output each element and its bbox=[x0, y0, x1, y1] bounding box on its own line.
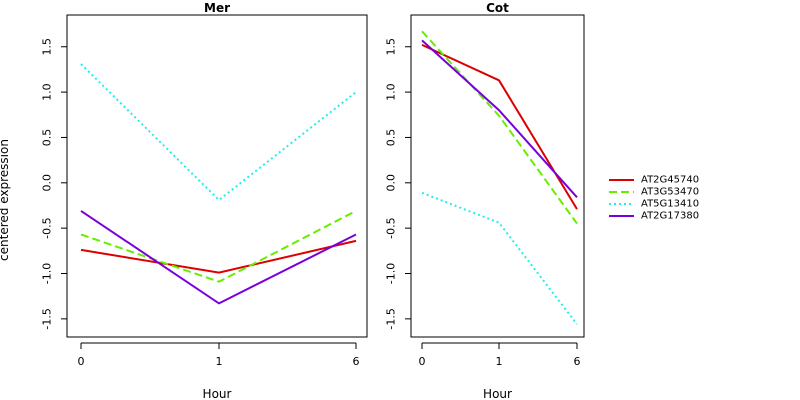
series-line-at2g17380 bbox=[421, 39, 578, 198]
panels: Mer -1.5 -1.0 -0.5 0.0 0.5 1.0 1.5 0 1 6 Hour Cot -1.… bbox=[41, 1, 585, 400]
series-line-at3g53470 bbox=[80, 210, 357, 283]
legend-item: AT2G45740 bbox=[609, 175, 699, 186]
series-line-at2g45740 bbox=[421, 43, 578, 210]
x-axis: 0 1 6 bbox=[78, 342, 360, 368]
x-tick-label: 0 bbox=[78, 355, 85, 368]
y-tick-label: -0.5 bbox=[41, 217, 54, 238]
y-tick-label: 0.5 bbox=[41, 129, 54, 147]
x-axis-label: Hour bbox=[483, 387, 512, 400]
x-tick-label: 6 bbox=[574, 355, 581, 368]
x-tick-label: 1 bbox=[216, 355, 223, 368]
legend-item: AT5G13410 bbox=[609, 199, 699, 210]
x-tick-label: 0 bbox=[419, 355, 426, 368]
series-line-at5g13410 bbox=[421, 191, 578, 325]
plot-frame bbox=[66, 14, 368, 338]
legend-label: AT3G53470 bbox=[641, 187, 699, 198]
y-tick-label: 0.5 bbox=[385, 129, 398, 147]
panel-title: Mer bbox=[204, 1, 230, 15]
y-tick-label: 1.0 bbox=[385, 83, 398, 101]
panel-cot: Cot -1.5 -1.0 -0.5 0.0 0.5 1.0 1.5 0 1 6 Hour bbox=[385, 1, 585, 400]
x-tick-label: 6 bbox=[353, 355, 360, 368]
x-tick-label: 1 bbox=[496, 355, 503, 368]
y-tick-label: -1.0 bbox=[41, 263, 54, 284]
y-axis: -1.5 -1.0 -0.5 0.0 0.5 1.0 1.5 bbox=[41, 38, 67, 330]
y-tick-label: -1.5 bbox=[385, 308, 398, 329]
series-line-at3g53470 bbox=[421, 30, 578, 225]
legend-label: AT5G13410 bbox=[641, 199, 699, 210]
panel-mer: Mer -1.5 -1.0 -0.5 0.0 0.5 1.0 1.5 0 1 6 Hour bbox=[41, 1, 368, 400]
x-axis: 0 1 6 bbox=[419, 342, 581, 368]
legend-label: AT2G45740 bbox=[641, 175, 699, 186]
y-axis-label: centered expression bbox=[0, 139, 11, 261]
series-line-at2g17380 bbox=[80, 210, 357, 305]
y-tick-label: 1.5 bbox=[385, 38, 398, 56]
y-tick-label: -1.0 bbox=[385, 263, 398, 284]
legend-item: AT2G17380 bbox=[609, 211, 699, 222]
plot-frame bbox=[410, 14, 585, 338]
y-tick-label: 1.0 bbox=[41, 83, 54, 101]
y-tick-label: 0.0 bbox=[385, 174, 398, 192]
series-line-at5g13410 bbox=[80, 63, 357, 202]
legend-item: AT3G53470 bbox=[609, 187, 699, 198]
series-line-at2g45740 bbox=[80, 239, 357, 274]
legend-label: AT2G17380 bbox=[641, 211, 699, 222]
y-tick-label: 1.5 bbox=[41, 38, 54, 56]
panel-title: Cot bbox=[486, 1, 509, 15]
y-tick-label: -1.5 bbox=[41, 308, 54, 329]
y-tick-label: 0.0 bbox=[41, 174, 54, 192]
y-tick-label: -0.5 bbox=[385, 217, 398, 238]
y-axis: -1.5 -1.0 -0.5 0.0 0.5 1.0 1.5 bbox=[385, 38, 411, 330]
x-axis-label: Hour bbox=[203, 387, 232, 400]
